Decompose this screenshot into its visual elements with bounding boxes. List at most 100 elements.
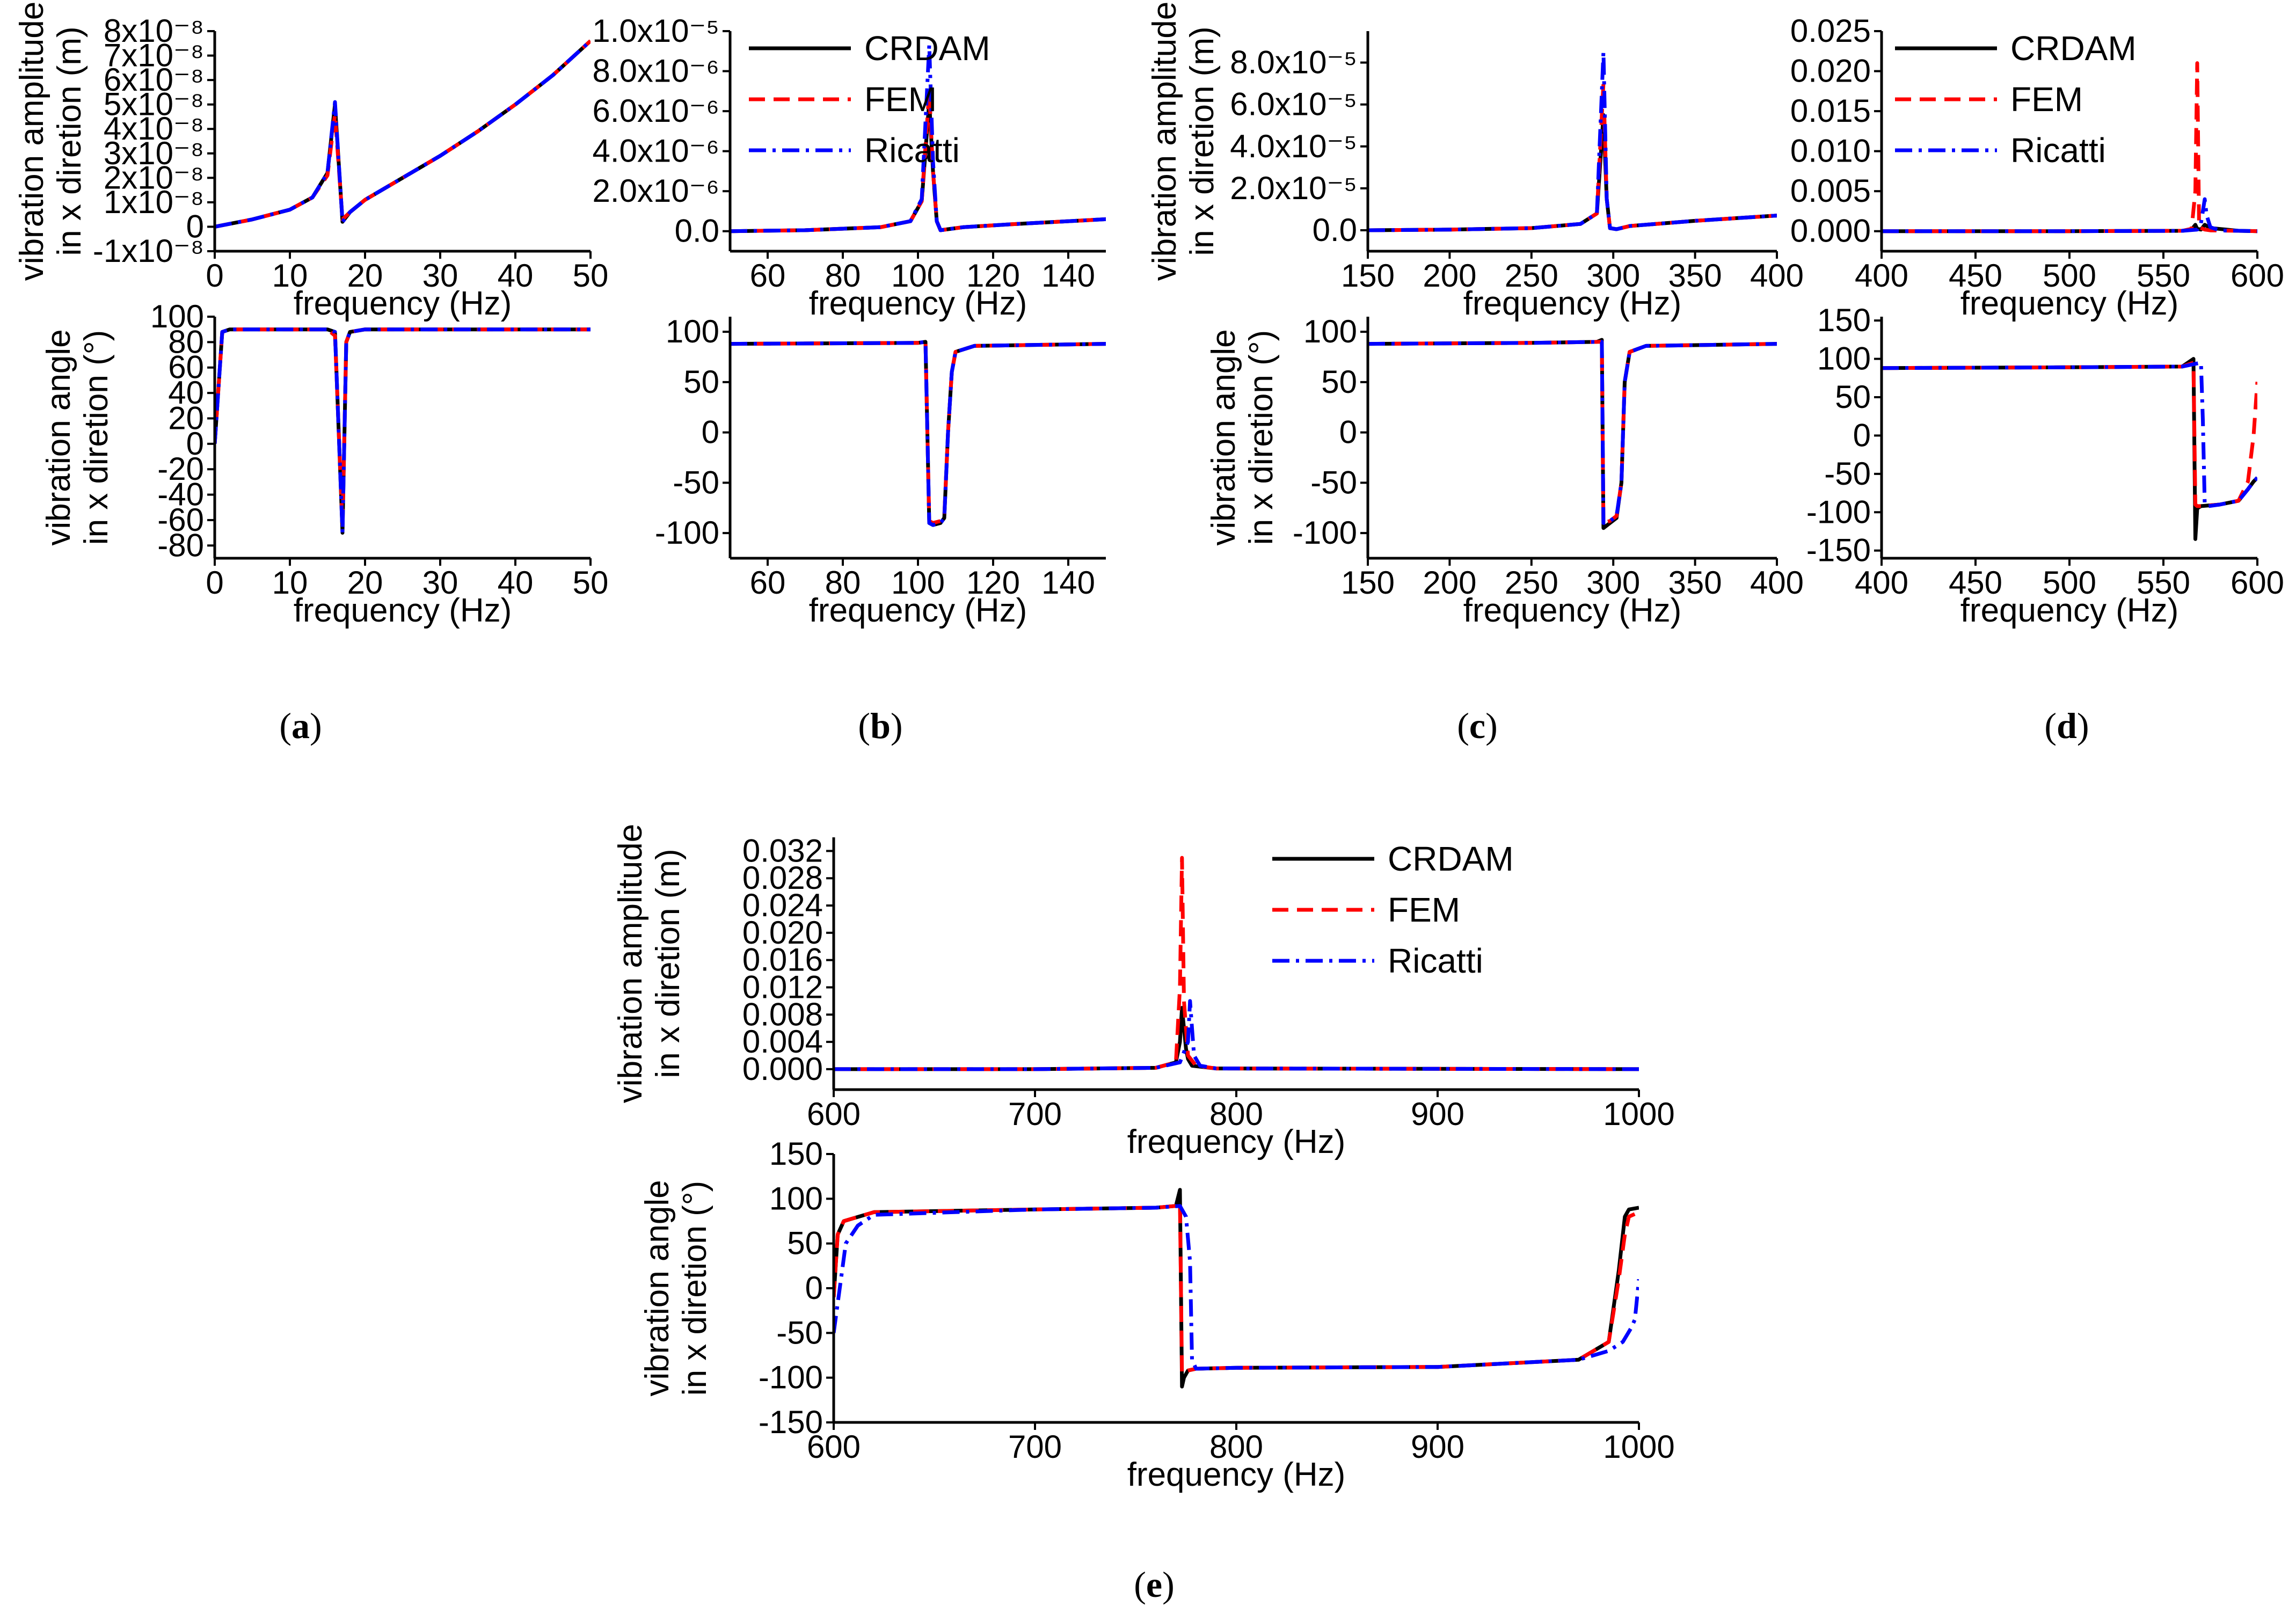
- y-tick-label: 0.028: [742, 860, 823, 896]
- series-line-ricatti: [1368, 50, 1777, 232]
- legend-d: CRDAM FEM Ricatti: [1895, 29, 2137, 170]
- y-tick-label: 150: [1817, 302, 1871, 338]
- x-tick-label: 200: [1423, 565, 1476, 601]
- y-tick-label: -100: [759, 1360, 823, 1396]
- legend-e: CRDAM FEM Ricatti: [1272, 839, 1514, 980]
- y-axis-label: vibration anglein x diretion (°): [639, 1180, 713, 1396]
- y-tick-label: 50: [683, 364, 719, 400]
- y-tick-label: 0.000: [1790, 213, 1871, 249]
- series-line-ricatti: [730, 43, 1106, 233]
- y-tick-label: 100: [666, 313, 719, 349]
- x-tick-label: 350: [1668, 258, 1722, 294]
- legend-label-fem: FEM: [1388, 890, 1460, 929]
- panel-letter: b: [870, 705, 891, 746]
- y-tick-label: -150: [759, 1404, 823, 1440]
- y-axis-label-line: in x diretion (°): [78, 330, 115, 545]
- legend-label-fem: FEM: [2010, 80, 2083, 119]
- series-group: [1882, 357, 2257, 541]
- y-tick-label: 0: [1339, 414, 1357, 450]
- x-tick-label: 80: [825, 565, 861, 601]
- x-axis-label: frequency (Hz): [294, 285, 512, 322]
- y-tick-label: 100: [769, 1180, 823, 1216]
- paren-open: (: [1134, 1564, 1146, 1605]
- series-line-ricatti: [1368, 340, 1777, 525]
- x-tick-label: 300: [1586, 258, 1640, 294]
- y-tick-label: -100: [655, 515, 719, 551]
- panel-label-d: (d): [2044, 705, 2089, 746]
- x-tick-label: 400: [1855, 565, 1908, 601]
- paren-close: ): [2077, 705, 2089, 746]
- y-tick-label: 80: [168, 324, 204, 360]
- x-tick-label: 0: [206, 258, 223, 294]
- x-tick-label: 10: [272, 565, 308, 601]
- x-tick-label: 200: [1423, 258, 1476, 294]
- series-group: [834, 1188, 1639, 1389]
- y-tick-label: 50: [787, 1225, 823, 1261]
- x-tick-label: 800: [1209, 1429, 1263, 1465]
- y-tick-label: 0.024: [742, 887, 823, 923]
- paren-open: (: [2044, 705, 2057, 746]
- y-axis-label: vibration amplitudein x diretion (m): [13, 2, 88, 281]
- x-tick-label: 40: [498, 565, 534, 601]
- x-tick-label: 140: [1041, 565, 1095, 601]
- paren-close: ): [1485, 705, 1498, 746]
- legend-label-ricatti: Ricatti: [1388, 941, 1483, 980]
- y-axis-label-line: vibration angle: [639, 1180, 676, 1396]
- series-line-fem: [834, 856, 1639, 1071]
- x-axis-label: frequency (Hz): [809, 285, 1027, 322]
- y-tick-label: 4.0x10⁻⁶: [592, 133, 719, 169]
- y-axis-label-line: vibration amplitude: [612, 824, 649, 1103]
- series-line-fem: [1882, 61, 2257, 233]
- legend-label-fem: FEM: [864, 80, 937, 119]
- panel-letter: a: [291, 705, 310, 746]
- y-axis-label: vibration amplitudein x diretion (m): [612, 824, 687, 1103]
- y-tick-label: -60: [157, 502, 204, 538]
- x-tick-label: 550: [2137, 565, 2190, 601]
- series-line-fem: [1368, 340, 1777, 525]
- chart-a-amp: 0 10 20 30 40 50-1x10⁻⁸01x10⁻⁸2x10⁻⁸3x10⁻⁸4x1…: [13, 2, 608, 322]
- series-group: [1882, 61, 2257, 233]
- y-tick-label: 6x10⁻⁸: [104, 62, 204, 98]
- panel-label-b: (b): [858, 705, 902, 746]
- chart-e-amp: 600 700 800 900 1000 0.0000.0040.0080.0120.01…: [612, 824, 1675, 1160]
- y-tick-label: 1.0x10⁻⁵: [592, 13, 719, 49]
- y-axis-label-line: vibration amplitude: [13, 2, 50, 281]
- y-axis-label: vibration anglein x diretion (°): [1205, 329, 1280, 545]
- panel-letter: c: [1469, 705, 1485, 746]
- y-tick-label: 0: [186, 426, 204, 462]
- y-tick-label: -150: [1806, 532, 1871, 568]
- y-tick-label: 100: [1303, 313, 1357, 349]
- paren-open: (: [279, 705, 291, 746]
- series-line-ricatti: [834, 999, 1639, 1071]
- legend-label-ricatti: Ricatti: [864, 131, 960, 170]
- paren-close: ): [310, 705, 322, 746]
- y-tick-label: -50: [673, 464, 719, 500]
- series-line-ricatti: [215, 327, 591, 535]
- y-tick-label: 50: [1835, 379, 1871, 415]
- x-tick-label: 250: [1505, 565, 1558, 601]
- y-tick-label: -40: [157, 477, 204, 513]
- x-tick-label: 900: [1411, 1429, 1464, 1465]
- chart-d-amp: 400 450 500 550 600 0.000 0.005 0.010 0.015 0.020…: [1790, 13, 2284, 322]
- y-tick-label: 8x10⁻⁸: [104, 13, 204, 49]
- y-tick-label: 0.004: [742, 1024, 823, 1060]
- y-tick-label: 4x10⁻⁸: [104, 111, 204, 147]
- x-axis-label: frequency (Hz): [1463, 285, 1682, 322]
- y-tick-label: 4.0x10⁻⁵: [1230, 128, 1357, 164]
- x-axis-label: frequency (Hz): [1960, 285, 2179, 322]
- y-tick-label: 0.025: [1790, 13, 1871, 49]
- y-tick-label: 0: [702, 414, 719, 450]
- y-tick-label: 2x10⁻⁸: [104, 159, 204, 195]
- x-tick-label: 500: [2043, 258, 2096, 294]
- x-tick-label: 250: [1505, 258, 1558, 294]
- x-tick-label: 400: [1750, 565, 1804, 601]
- x-tick-label: 30: [422, 565, 458, 601]
- paren-close: ): [891, 705, 903, 746]
- y-axis-label-line: vibration angle: [40, 329, 77, 545]
- series-group: [730, 340, 1106, 527]
- y-axis-label: vibration anglein x diretion (°): [40, 329, 115, 545]
- series-group: [730, 43, 1106, 233]
- x-axis-label: frequency (Hz): [1960, 592, 2179, 629]
- y-tick-label: 0.0: [1313, 212, 1357, 248]
- y-tick-label: 5x10⁻⁸: [104, 86, 204, 122]
